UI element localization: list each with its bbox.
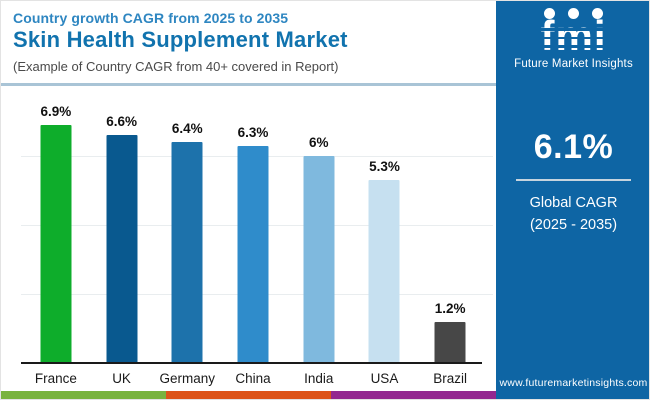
globe-americas-icon [544, 8, 555, 19]
axis-label-france: France [34, 371, 77, 386]
logo-stripe-2 [538, 45, 609, 48]
stat-label-1: Global CAGR [529, 195, 618, 211]
x-axis-line [21, 362, 482, 364]
bar-brazil [434, 321, 466, 363]
fmi-logo-text: fmi [538, 12, 609, 59]
header-divider [1, 83, 496, 86]
bar-column-france: 6.9% France [23, 87, 89, 386]
axis-label-uk: UK [112, 371, 131, 386]
globe-europe-icon [592, 8, 603, 19]
axis-label-china: China [235, 371, 271, 386]
bar-usa [368, 180, 400, 363]
footer-stripe-1 [166, 391, 331, 399]
bar-uk [106, 135, 138, 363]
bars-row: 6.9% France 6.6% UK 6.4% Germany 6.3% China 6% In… [23, 87, 483, 386]
bar-value-label-brazil: 1.2% [434, 300, 466, 316]
kicker-text: Country growth CAGR from 2025 to 2035 [13, 10, 289, 26]
fmi-logo-letters: fmi [540, 12, 607, 59]
bar-value-label-germany: 6.4% [171, 121, 203, 137]
footer-stripes [1, 391, 496, 399]
bar-france [40, 124, 72, 363]
bar-china [237, 145, 269, 363]
axis-label-india: India [304, 371, 334, 386]
stat-value: 6.1% [533, 128, 614, 166]
global-cagr-stat: 6.1% Global CAGR (2025 - 2035) [496, 128, 649, 237]
bar-value-label-usa: 5.3% [369, 159, 400, 175]
bar-germany [171, 142, 203, 363]
bar-value-label-france: 6.9% [40, 103, 72, 119]
logo-stripe-0 [538, 28, 609, 31]
page-title: Skin Health Supplement Market [13, 27, 348, 52]
bar-chart: 6.9% France 6.6% UK 6.4% Germany 6.3% China 6% In… [1, 87, 496, 386]
bar-india [303, 156, 335, 363]
bar-value-label-china: 6.3% [237, 124, 269, 140]
axis-label-germany: Germany [159, 371, 216, 386]
fmi-logo: fmi Future Market Insights [496, 8, 649, 70]
axis-label-usa: USA [370, 371, 399, 386]
stat-divider [516, 179, 631, 181]
subtitle-text: (Example of Country CAGR from 40+ covere… [13, 59, 339, 74]
bar-value-label-india: 6% [308, 135, 329, 150]
bar-value-label-uk: 6.6% [106, 114, 137, 130]
logo-globe-dots [496, 8, 649, 19]
bar-column-usa: 5.3% USA [352, 87, 418, 386]
header: Country growth CAGR from 2025 to 2035 Sk… [1, 1, 496, 83]
footer-stripe-2 [331, 391, 496, 399]
sidebar: fmi Future Market Insights 6.1% Global C… [496, 1, 649, 399]
bar-column-china: 6.3% China [220, 87, 286, 386]
globe-compass-icon [568, 8, 579, 19]
bar-column-india: 6% India [286, 87, 352, 386]
website-url: www.futuremarketinsights.com [499, 377, 648, 389]
bar-column-germany: 6.4% Germany [154, 87, 220, 386]
logo-stripe-1 [538, 36, 609, 40]
axis-label-brazil: Brazil [433, 371, 468, 386]
footer-stripe-0 [1, 391, 166, 399]
logo-tagline: Future Market Insights [514, 58, 633, 70]
stat-label-2: (2025 - 2035) [529, 216, 618, 233]
bar-column-uk: 6.6% UK [89, 87, 155, 386]
bar-column-brazil: 1.2% Brazil [417, 87, 483, 386]
